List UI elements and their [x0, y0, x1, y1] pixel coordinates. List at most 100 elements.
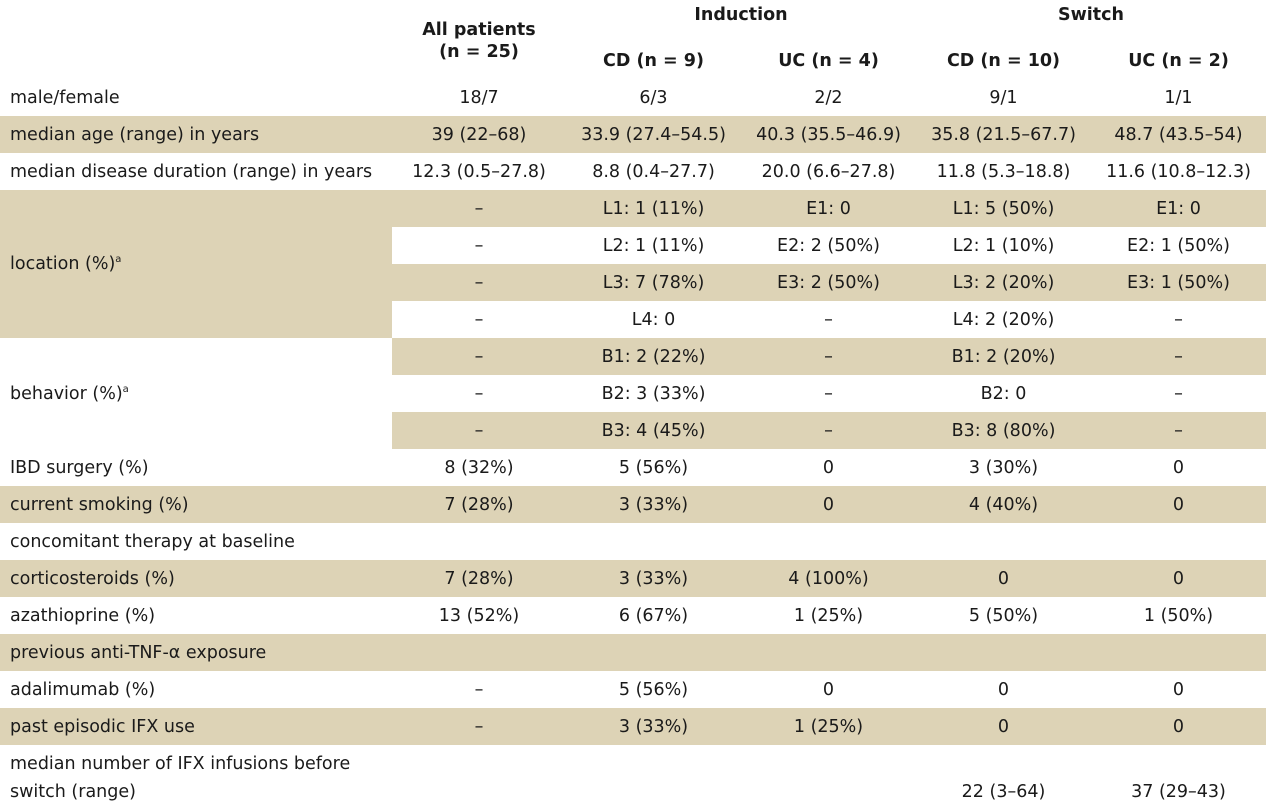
cell: 6/3 — [639, 87, 668, 108]
cell: – — [392, 264, 566, 301]
table-row-behavior-1: behavior (%)a – B1: 2 (22%) – B1: 2 (20%… — [0, 338, 1266, 449]
cell: – — [1091, 338, 1266, 375]
cell: – — [474, 309, 484, 330]
cell: L4: 0 — [631, 309, 676, 330]
row-label: corticosteroids (%) — [0, 560, 392, 597]
table-row-location-2: – L2: 1 (11%) E2: 2 (50%) L2: 1 (10%) E2… — [0, 227, 1266, 264]
cell: L1: 5 (50%) — [916, 190, 1091, 227]
cell: 11.8 (5.3–18.8) — [936, 161, 1071, 182]
cell: 22 (3–64) — [961, 781, 1046, 802]
section-label: concomitant therapy at baseline — [10, 531, 295, 552]
cell: L4: 2 (20%) — [952, 309, 1055, 330]
cell: L2: 1 (10%) — [952, 235, 1055, 256]
cell: 5 (50%) — [968, 605, 1039, 626]
cell — [566, 745, 741, 810]
cell: B3: 4 (45%) — [566, 412, 741, 449]
header-switch: Switch — [1058, 5, 1124, 25]
table-row-episodic: past episodic IFX use – 3 (33%) 1 (25%) … — [0, 708, 1266, 745]
cell: 48.7 (43.5–54) — [1091, 116, 1266, 153]
cell: 12.3 (0.5–27.8) — [412, 161, 546, 182]
cell: 0 — [1172, 457, 1185, 478]
cell: 1 (50%) — [1143, 605, 1214, 626]
cell: 0 — [997, 679, 1010, 700]
cell: – — [824, 383, 833, 404]
row-label: behavior (%) — [10, 383, 123, 404]
cell: 8.8 (0.4–27.7) — [592, 161, 715, 182]
cell: 7 (28%) — [392, 486, 566, 523]
cell: 20.0 (6.6–27.8) — [761, 161, 896, 182]
cell: 40.3 (35.5–46.9) — [741, 116, 916, 153]
cell: 4 (100%) — [741, 560, 916, 597]
header-induction-cd: CD (n = 9) — [603, 50, 704, 71]
cell: – — [392, 708, 566, 745]
cell: 6 (67%) — [618, 605, 689, 626]
cell: L3: 7 (78%) — [566, 264, 741, 301]
cell — [392, 745, 566, 810]
cell: 3 (33%) — [566, 560, 741, 597]
cell: 3 (30%) — [968, 457, 1039, 478]
cell: 2/2 — [814, 87, 843, 108]
cell: E2: 2 (50%) — [777, 235, 880, 256]
table-row-behavior-3: – B3: 4 (45%) – B3: 8 (80%) – — [0, 412, 1266, 449]
cell: E3: 1 (50%) — [1091, 264, 1266, 301]
table-row-azathioprine: azathioprine (%) 13 (52%) 6 (67%) 1 (25%… — [0, 597, 1266, 634]
cell — [741, 745, 916, 810]
cell: 1 (25%) — [793, 605, 864, 626]
cell: – — [824, 309, 833, 330]
table-row-sex: male/female 18/7 6/3 2/2 9/1 1/1 — [0, 79, 1266, 116]
cell: 0 — [1172, 679, 1185, 700]
cell: 3 (33%) — [566, 708, 741, 745]
cell: E2: 1 (50%) — [1127, 235, 1230, 256]
cell: 9/1 — [989, 87, 1018, 108]
cell: 39 (22–68) — [392, 116, 566, 153]
behavior-label: behavior (%)a — [0, 338, 392, 449]
table-row-adalimumab: adalimumab (%) – 5 (56%) 0 0 0 — [0, 671, 1266, 708]
cell: – — [392, 412, 566, 449]
cell: 0 — [822, 457, 835, 478]
header-induction-uc: UC (n = 4) — [778, 50, 879, 71]
header-switch-cd: CD (n = 10) — [946, 50, 1061, 71]
cell: – — [474, 383, 484, 404]
cell: B2: 0 — [980, 383, 1027, 404]
cell: – — [392, 190, 566, 227]
table-row-previous: previous anti-TNF-α exposure — [0, 634, 1266, 671]
footnote-marker: a — [115, 254, 122, 266]
row-label: median disease duration (range) in years — [10, 161, 373, 182]
cell: 1 (25%) — [741, 708, 916, 745]
cell: – — [474, 679, 484, 700]
cell: 1/1 — [1164, 87, 1193, 108]
cell: 5 (56%) — [618, 457, 689, 478]
table-row-corticosteroids: corticosteroids (%) 7 (28%) 3 (33%) 4 (1… — [0, 560, 1266, 597]
row-label: past episodic IFX use — [0, 708, 392, 745]
cell: E1: 0 — [741, 190, 916, 227]
cell: 8 (32%) — [444, 457, 514, 478]
cell: 13 (52%) — [438, 605, 520, 626]
cell: 0 — [1091, 486, 1266, 523]
cell: 37 (29–43) — [1131, 781, 1226, 802]
cell: 0 — [741, 486, 916, 523]
cell: – — [392, 338, 566, 375]
row-label: azathioprine (%) — [10, 605, 156, 626]
row-label: median age (range) in years — [0, 116, 392, 153]
cell: 3 (33%) — [566, 486, 741, 523]
table-row-age: median age (range) in years 39 (22–68) 3… — [0, 116, 1266, 153]
cell: L2: 1 (11%) — [602, 235, 705, 256]
cell: – — [741, 338, 916, 375]
cell: – — [1091, 412, 1266, 449]
header-switch-uc: UC (n = 2) — [1128, 50, 1229, 71]
cell: L3: 2 (20%) — [916, 264, 1091, 301]
cell: E3: 2 (50%) — [741, 264, 916, 301]
location-label: location (%)a — [0, 190, 392, 338]
row-label: current smoking (%) — [0, 486, 392, 523]
header-all-patients: All patients — [422, 20, 536, 40]
table-row-behavior-2: – B2: 3 (33%) – B2: 0 – — [0, 375, 1266, 412]
cell: 0 — [1091, 560, 1266, 597]
cell: 33.9 (27.4–54.5) — [566, 116, 741, 153]
cell: L1: 1 (11%) — [566, 190, 741, 227]
cell: 0 — [916, 708, 1091, 745]
row-label: male/female — [10, 87, 120, 108]
cell: 11.6 (10.8–12.3) — [1106, 161, 1251, 182]
cell: 0 — [1091, 708, 1266, 745]
table-row-duration: median disease duration (range) in years… — [0, 153, 1266, 190]
header-empty-2 — [0, 42, 392, 79]
